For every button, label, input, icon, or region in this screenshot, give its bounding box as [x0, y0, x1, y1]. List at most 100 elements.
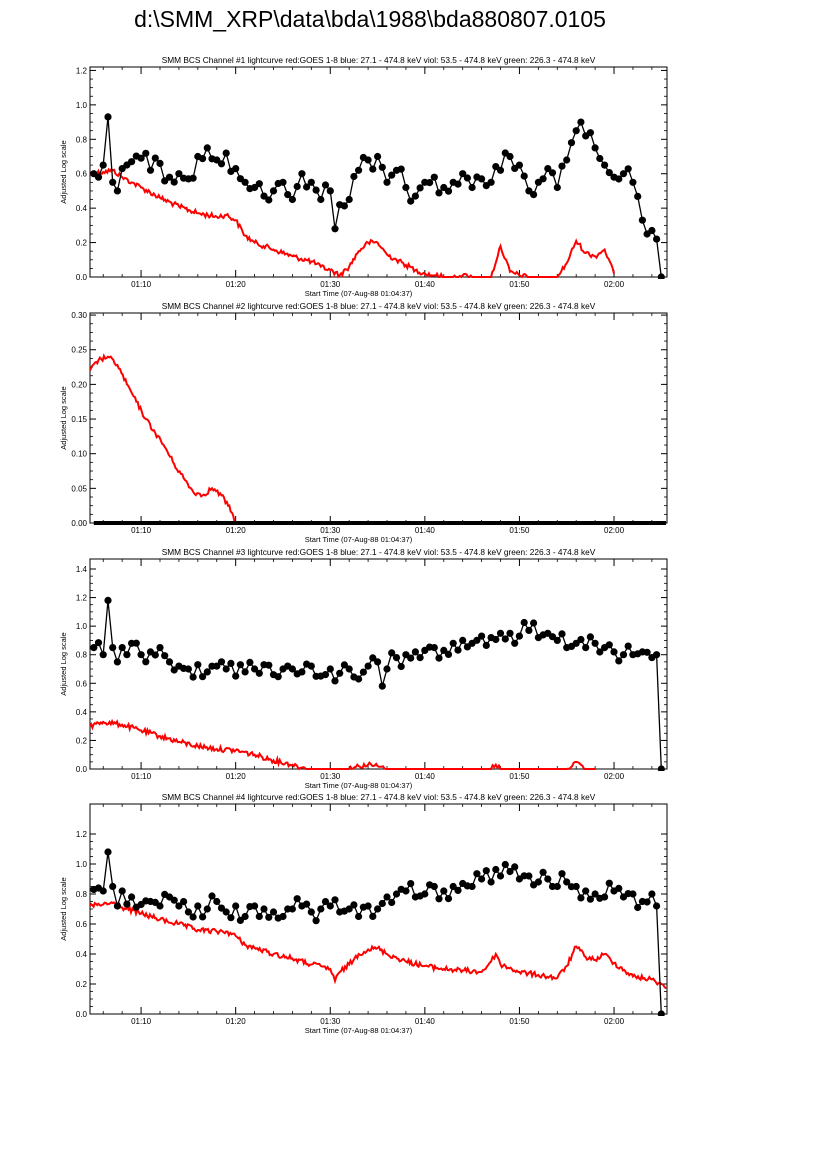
bcs-data-point — [629, 890, 637, 898]
bcs-data-point — [615, 657, 623, 665]
bcs-data-point — [397, 165, 405, 173]
bcs-data-point — [123, 900, 131, 908]
x-tick-label: 01:40 — [415, 772, 436, 781]
bcs-data-point — [288, 195, 296, 204]
bcs-data-point — [430, 173, 438, 181]
bcs-data-point — [378, 682, 386, 690]
y-tick-label: 0.6 — [76, 170, 88, 179]
bcs-data-point — [359, 668, 367, 676]
bcs-data-point — [582, 644, 590, 652]
bcs-data-point — [492, 635, 500, 644]
bcs-data-point — [312, 186, 320, 194]
bcs-data-point — [615, 884, 623, 893]
bcs-data-point — [104, 848, 112, 856]
bcs-data-point — [388, 649, 396, 657]
y-tick-label: 1.0 — [76, 860, 88, 869]
bcs-data-point — [307, 178, 315, 186]
bcs-data-point — [407, 654, 415, 662]
bcs-data-point — [421, 890, 429, 898]
y-tick-label: 1.2 — [76, 66, 88, 75]
bcs-data-point — [99, 651, 107, 659]
goes-series-line — [90, 353, 237, 524]
bcs-data-point — [605, 641, 613, 649]
bcs-data-point — [478, 175, 486, 183]
y-tick-label: 1.4 — [76, 565, 88, 574]
bcs-data-point — [326, 902, 334, 910]
y-tick-label: 0.15 — [71, 415, 87, 424]
bcs-series-line — [93, 851, 662, 1015]
bcs-data-point — [255, 180, 263, 188]
bcs-data-point — [109, 882, 117, 891]
bcs-data-point — [180, 898, 188, 906]
bcs-data-point — [444, 187, 453, 195]
bcs-series-line — [93, 600, 662, 770]
bcs-data-point — [586, 633, 595, 641]
bcs-data-point — [553, 636, 561, 645]
bcs-data-point — [265, 913, 273, 921]
bcs-data-point — [634, 903, 642, 912]
bcs-data-point — [113, 658, 121, 666]
bcs-data-point — [449, 639, 457, 647]
bcs-data-point — [293, 895, 301, 903]
x-tick-label: 02:00 — [604, 280, 625, 289]
bcs-data-point — [558, 870, 566, 878]
bcs-data-point — [444, 650, 453, 659]
bcs-data-point — [440, 646, 448, 655]
y-tick-label: 0.8 — [76, 135, 88, 144]
y-tick-label: 1.2 — [76, 594, 88, 603]
bcs-data-point — [563, 156, 571, 164]
chart-panel-2: SMM BCS Channel #2 lightcurve red:GOES 1… — [59, 301, 668, 544]
bcs-data-point — [430, 882, 438, 891]
bcs-data-point — [175, 170, 183, 178]
bcs-data-point — [487, 178, 495, 186]
bcs-data-point — [345, 195, 353, 204]
y-tick-label: 1.2 — [76, 830, 88, 839]
bcs-data-point — [653, 902, 661, 910]
bcs-data-point — [454, 886, 462, 895]
bcs-data-point — [648, 890, 656, 898]
bcs-data-point — [161, 652, 169, 660]
bcs-data-point — [629, 178, 637, 186]
chart-panel-4: SMM BCS Channel #4 lightcurve red:GOES 1… — [59, 792, 668, 1035]
bcs-data-point — [355, 912, 363, 921]
y-axis-label: Adjusted Log scale — [59, 140, 68, 203]
bcs-data-point — [624, 165, 632, 173]
bcs-data-point — [369, 165, 377, 173]
y-tick-label: 0.00 — [71, 519, 87, 528]
bcs-data-point — [435, 189, 443, 197]
chart-title: SMM BCS Channel #4 lightcurve red:GOES 1… — [162, 792, 596, 802]
bcs-data-point — [596, 648, 604, 656]
bcs-data-point — [165, 658, 174, 666]
y-tick-label: 0.8 — [76, 651, 88, 660]
bcs-data-point — [596, 154, 604, 163]
bcs-data-point — [586, 129, 595, 137]
bcs-data-point — [128, 893, 136, 901]
bcs-data-point — [99, 161, 107, 169]
bcs-data-point — [156, 902, 164, 910]
bcs-data-point — [151, 651, 159, 659]
x-tick-label: 01:50 — [509, 1017, 530, 1026]
bcs-data-point — [331, 225, 339, 233]
bcs-data-point — [203, 905, 211, 913]
bcs-data-point — [383, 178, 391, 186]
y-tick-label: 0.2 — [76, 980, 88, 989]
x-axis-label: Start Time (07-Aug-88 01:04:37) — [305, 289, 413, 298]
x-tick-label: 01:20 — [226, 280, 247, 289]
bcs-data-point — [501, 860, 509, 869]
bcs-data-point — [544, 875, 552, 883]
x-tick-label: 01:40 — [415, 1017, 436, 1026]
bcs-data-point — [288, 905, 296, 913]
bcs-data-point — [364, 662, 372, 670]
y-tick-label: 0.4 — [76, 708, 88, 717]
bcs-data-point — [288, 665, 296, 673]
bcs-data-point — [137, 154, 145, 162]
bcs-data-point — [643, 898, 651, 906]
x-tick-label: 01:10 — [131, 772, 152, 781]
bcs-data-point — [567, 139, 576, 147]
goes-series-line — [90, 718, 596, 771]
y-tick-label: 0.4 — [76, 950, 88, 959]
bcs-data-point — [170, 896, 178, 904]
bcs-data-point — [515, 632, 524, 640]
bcs-data-point — [619, 170, 628, 178]
